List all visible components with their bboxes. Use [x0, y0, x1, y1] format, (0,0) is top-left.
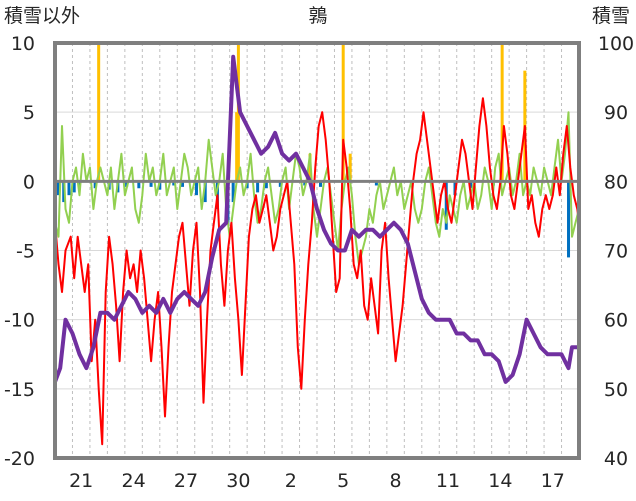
- x-tick-label: 11: [436, 470, 460, 492]
- bar-青: [67, 181, 71, 196]
- series-line-積雪: [53, 54, 579, 384]
- bar-青: [62, 181, 66, 203]
- bar-青: [194, 181, 198, 196]
- left-tick-label: -15: [4, 379, 35, 401]
- left-axis-title: 積雪以外: [4, 5, 80, 27]
- x-tick-label: 14: [488, 470, 512, 492]
- series-line-緑: [54, 111, 580, 266]
- left-tick-label: 10: [11, 33, 35, 55]
- bar-青: [278, 181, 282, 187]
- chart-title: 鶉: [308, 5, 327, 27]
- right-tick-label: 70: [604, 241, 628, 263]
- x-tick-label: 2: [285, 470, 297, 492]
- right-tick-label: 40: [604, 448, 628, 470]
- right-tick-label: 90: [604, 102, 628, 124]
- line-series: [53, 54, 580, 446]
- x-tick-label: 5: [337, 470, 349, 492]
- x-tick-label: 24: [122, 470, 146, 492]
- left-tick-label: -10: [4, 310, 35, 332]
- bar-青: [56, 181, 60, 196]
- bar-青: [125, 181, 129, 187]
- bar-青: [567, 181, 571, 258]
- bar-青: [318, 181, 322, 187]
- x-tick-label: 8: [390, 470, 402, 492]
- bar-黄: [500, 43, 504, 182]
- bar-青: [203, 181, 207, 203]
- x-tick-label: 27: [174, 470, 198, 492]
- right-tick-label: 60: [604, 310, 628, 332]
- right-axis-title: 積雪: [592, 5, 630, 27]
- bar-黄: [348, 153, 352, 182]
- bar-青: [172, 181, 176, 186]
- left-tick-label: 5: [23, 102, 35, 124]
- right-tick-label: 80: [604, 171, 628, 193]
- bar-青: [137, 181, 141, 189]
- bar-青: [469, 181, 473, 189]
- left-axis-ticks: 10 5 0 -5 -10 -15 -20: [4, 33, 35, 470]
- x-axis-ticks: 21 24 27 30 2 5 8 11 14 17: [69, 470, 565, 492]
- series-line-赤: [54, 97, 580, 446]
- bar-黄: [341, 43, 345, 182]
- x-tick-label: 30: [226, 470, 250, 492]
- left-tick-label: 0: [23, 171, 35, 193]
- bar-青: [444, 181, 448, 230]
- bar-黄: [235, 112, 239, 182]
- plot-frame: [53, 41, 581, 460]
- bar-青: [72, 181, 76, 193]
- bar-青: [181, 181, 185, 187]
- right-axis-ticks: 100 90 80 70 60 50 40: [598, 33, 634, 470]
- bar-青: [264, 181, 268, 189]
- bar-青: [374, 181, 378, 186]
- right-tick-label: 100: [598, 33, 634, 55]
- bar-青: [256, 181, 260, 193]
- bar-青: [303, 181, 307, 186]
- left-tick-label: -5: [16, 241, 35, 263]
- x-tick-label: 21: [69, 470, 93, 492]
- bar-青: [93, 181, 97, 189]
- right-tick-label: 50: [604, 379, 628, 401]
- bar-青: [149, 181, 153, 187]
- bar-黄: [97, 43, 101, 182]
- bar-青: [158, 181, 162, 190]
- left-tick-label: -20: [4, 448, 35, 470]
- bar-青: [231, 181, 235, 203]
- x-tick-label: 17: [541, 470, 565, 492]
